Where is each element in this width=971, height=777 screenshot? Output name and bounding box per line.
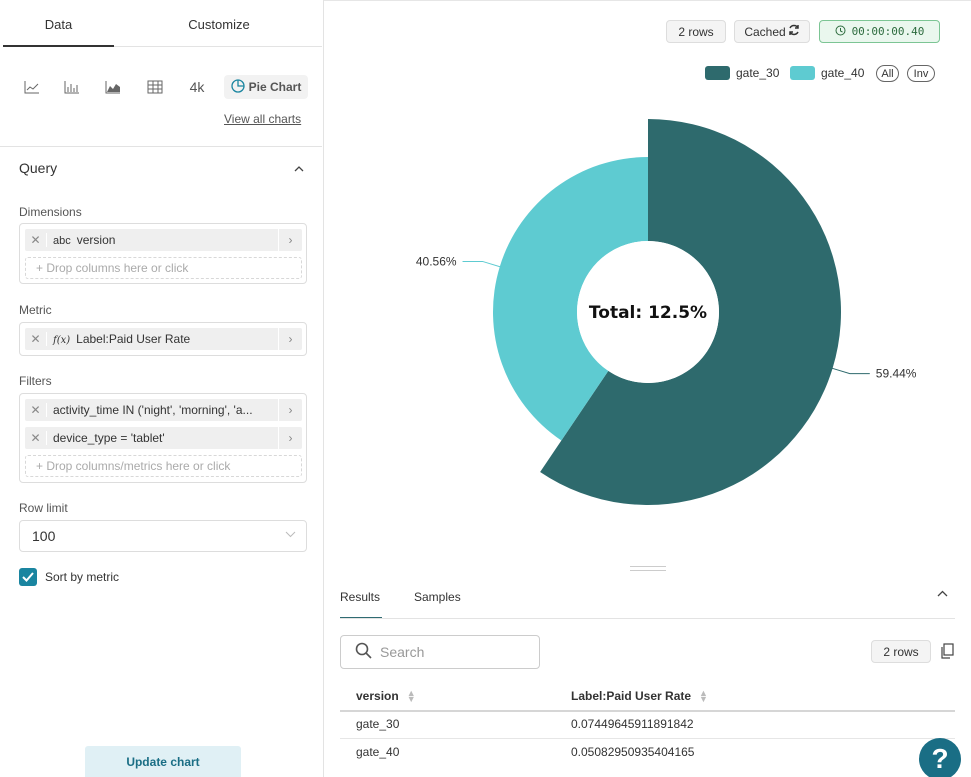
tab-data[interactable]: Data xyxy=(3,5,114,47)
legend-swatch xyxy=(705,66,730,80)
legend-label: gate_30 xyxy=(736,66,780,80)
tab-samples[interactable]: Samples xyxy=(414,590,461,604)
filters-label: Filters xyxy=(19,374,52,388)
legend-label: gate_40 xyxy=(821,66,865,80)
panel-tabs: Data Customize xyxy=(3,5,322,47)
legend-all-toggle[interactable]: All xyxy=(876,65,899,82)
table-cell: gate_40 xyxy=(356,745,400,759)
table-chart-icon[interactable] xyxy=(144,78,166,96)
filter-pill[interactable]: ✕ device_type = 'tablet' › xyxy=(25,427,302,449)
search-input[interactable]: Search xyxy=(340,635,540,669)
filters-box: ✕ activity_time IN ('night', 'morning', … xyxy=(19,393,307,483)
legend-item-gate-30[interactable]: gate_30 xyxy=(705,65,779,81)
dimensions-box: ✕ abc version › + Drop columns here or cl… xyxy=(19,223,307,284)
legend-swatch xyxy=(790,66,815,80)
metric-pill[interactable]: ✕ f(x) Label:Paid User Rate › xyxy=(25,328,302,350)
filter-pill[interactable]: ✕ activity_time IN ('night', 'morning', … xyxy=(25,399,302,421)
column-header-version[interactable]: version ▲ ▼ xyxy=(356,688,416,704)
dimension-drop-zone[interactable]: + Drop columns here or click xyxy=(25,257,302,279)
row-limit-value: 100 xyxy=(32,528,56,544)
collapse-results-icon[interactable] xyxy=(937,586,948,600)
row-divider xyxy=(340,738,955,739)
sort-by-metric-checkbox[interactable] xyxy=(19,568,37,586)
dimension-type-icon: abc xyxy=(53,235,71,247)
sort-by-metric-label: Sort by metric xyxy=(45,570,120,584)
query-section-title: Query xyxy=(19,160,58,176)
metric-box: ✕ f(x) Label:Paid User Rate › xyxy=(19,322,307,356)
metric-value: Label:Paid User Rate xyxy=(76,332,191,346)
area-chart-icon[interactable] xyxy=(102,78,124,96)
pie-slice-gate_40[interactable] xyxy=(493,157,648,441)
chevron-right-icon[interactable]: › xyxy=(278,399,302,421)
top-border xyxy=(0,0,971,4)
dimension-value: version xyxy=(76,233,116,247)
search-placeholder: Search xyxy=(380,644,425,660)
slice-label: 59.44% xyxy=(876,367,917,381)
tabs-divider xyxy=(340,618,955,619)
filter-text: activity_time IN ('night', 'morning', 'a… xyxy=(53,403,253,417)
remove-metric-icon[interactable]: ✕ xyxy=(25,332,47,346)
cached-badge[interactable]: Cached xyxy=(734,20,810,43)
pie-chart-label: Pie Chart xyxy=(248,80,302,94)
center-total-label: Total: 12.5% xyxy=(589,303,707,323)
table-cell: 0.05082950935404165 xyxy=(571,745,695,759)
row-limit-label: Row limit xyxy=(19,501,68,515)
timer-badge: 00:00:00.40 xyxy=(819,20,940,43)
tab-customize[interactable]: Customize xyxy=(188,17,250,32)
resize-handle[interactable] xyxy=(630,566,666,571)
chart-type-shortcuts: 4k Pie Chart xyxy=(0,72,322,102)
remove-filter-icon[interactable]: ✕ xyxy=(25,431,47,445)
chevron-right-icon[interactable]: › xyxy=(278,229,302,251)
divider xyxy=(0,146,322,147)
chevron-right-icon[interactable]: › xyxy=(278,427,302,449)
filter-text: device_type = 'tablet' xyxy=(53,431,165,445)
line-chart-icon[interactable] xyxy=(21,78,43,96)
table-cell: 0.07449645911891842 xyxy=(571,717,694,731)
remove-dimension-icon[interactable]: ✕ xyxy=(25,233,47,247)
row-limit-select[interactable]: 100 xyxy=(19,520,307,552)
metric-label: Metric xyxy=(19,303,52,317)
legend-inverse-toggle[interactable]: Inv xyxy=(907,65,935,82)
view-all-charts-link[interactable]: View all charts xyxy=(224,112,302,126)
label-leader-line xyxy=(830,367,870,375)
sort-icon[interactable]: ▲ ▼ xyxy=(699,688,708,704)
pie-chart: 59.44% 40.56% Total: 12.5% xyxy=(416,119,917,506)
cached-label: Cached xyxy=(744,24,786,39)
remove-filter-icon[interactable]: ✕ xyxy=(25,403,47,417)
chevron-down-icon xyxy=(285,529,296,541)
collapse-query-icon[interactable] xyxy=(294,163,304,175)
chart-area: 2 rows Cached 00:00:00.40 gate_30 gate_4… xyxy=(325,0,971,777)
chevron-right-icon[interactable]: › xyxy=(278,328,302,350)
donut-hole xyxy=(577,241,719,383)
bar-chart-icon[interactable] xyxy=(61,78,83,96)
filter-drop-zone[interactable]: + Drop columns/metrics here or click xyxy=(25,455,302,477)
function-icon: f(x) xyxy=(53,335,71,346)
row-count-badge: 2 rows xyxy=(666,20,726,43)
dimensions-label: Dimensions xyxy=(19,205,82,219)
tab-results[interactable]: Results xyxy=(340,585,382,619)
pie-chart-icon xyxy=(231,78,245,96)
big-number-icon[interactable]: 4k xyxy=(189,79,205,95)
table-cell: gate_30 xyxy=(356,717,400,731)
header-divider xyxy=(340,710,955,712)
dimension-pill[interactable]: ✕ abc version › xyxy=(25,229,302,251)
sort-icon[interactable]: ▲ ▼ xyxy=(406,688,416,704)
legend-item-gate-40[interactable]: gate_40 xyxy=(790,65,864,81)
column-header-paid-user-rate[interactable]: Label:Paid User Rate ▲ ▼ xyxy=(571,688,708,704)
help-button[interactable]: ? xyxy=(919,738,961,777)
update-chart-button[interactable]: Update chart xyxy=(85,746,241,777)
search-icon xyxy=(355,642,372,662)
label-leader-line xyxy=(462,260,502,268)
control-panel: Data Customize 4k Pie Chart xyxy=(0,0,324,777)
pie-chart-button[interactable]: Pie Chart xyxy=(224,75,308,99)
results-row-count: 2 rows xyxy=(871,640,931,663)
slice-label: 40.56% xyxy=(416,254,457,268)
clock-icon xyxy=(835,25,846,39)
copy-icon[interactable] xyxy=(940,643,954,659)
timer-value: 00:00:00.40 xyxy=(851,25,925,38)
refresh-icon[interactable] xyxy=(788,24,800,39)
pie-slice-gate_30[interactable] xyxy=(540,119,841,506)
